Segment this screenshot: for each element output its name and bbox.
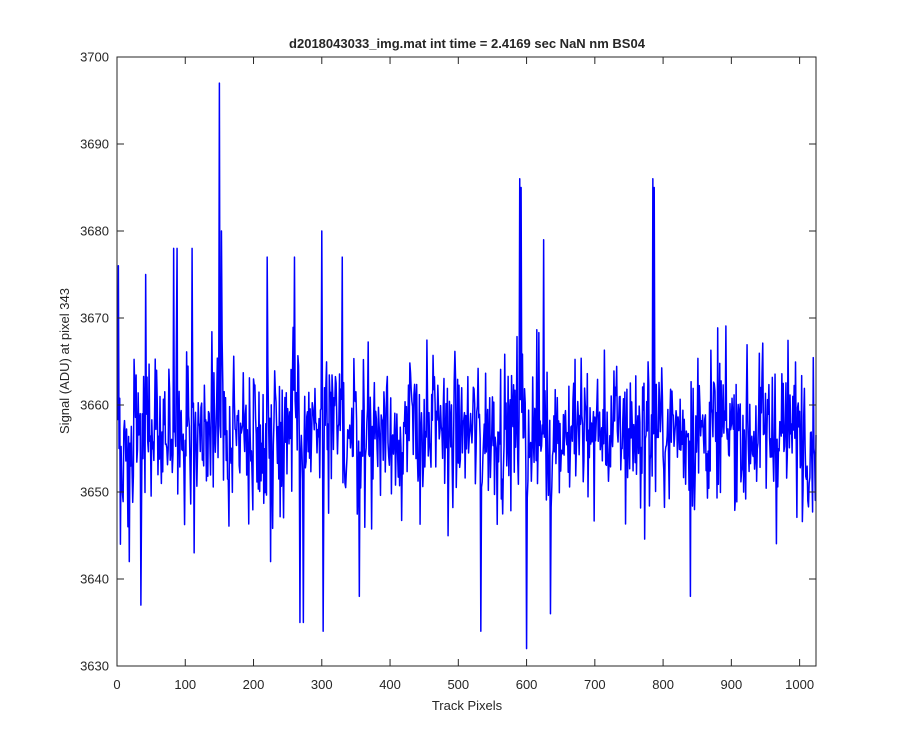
x-tick-label: 0 — [113, 677, 120, 692]
y-tick-label: 3680 — [80, 224, 109, 239]
y-tick-label: 3650 — [80, 485, 109, 500]
x-tick-label: 300 — [311, 677, 333, 692]
x-tick-label: 800 — [652, 677, 674, 692]
x-tick-label: 700 — [584, 677, 606, 692]
axes — [116, 56, 817, 667]
y-tick-label: 3700 — [80, 50, 109, 65]
series-group — [116, 82, 817, 650]
x-tick-label: 900 — [721, 677, 743, 692]
x-tick-labels: 0 100 200 300 400 500 600 700 800 900 1000 — [113, 677, 814, 692]
x-axis-label: Track Pixels — [432, 698, 503, 713]
y-tick-label: 3640 — [80, 572, 109, 587]
x-tick-label: 600 — [516, 677, 538, 692]
x-tick-label: 100 — [174, 677, 196, 692]
chart-title: d2018043033_img.mat int time = 2.4169 se… — [289, 36, 646, 51]
x-tick-label: 1000 — [785, 677, 814, 692]
y-tick-label: 3660 — [80, 398, 109, 413]
axes-box — [116, 56, 817, 667]
y-tick-label: 3690 — [80, 137, 109, 152]
x-tick-label: 500 — [447, 677, 469, 692]
y-tick-labels: 3630 3640 3650 3660 3670 3680 3690 3700 — [80, 50, 109, 674]
x-tick-label: 200 — [243, 677, 265, 692]
y-tick-label: 3630 — [80, 659, 109, 674]
x-tick-label: 400 — [379, 677, 401, 692]
y-axis-label: Signal (ADU) at pixel 343 — [57, 288, 72, 434]
y-tick-label: 3670 — [80, 311, 109, 326]
series-line — [116, 82, 817, 650]
